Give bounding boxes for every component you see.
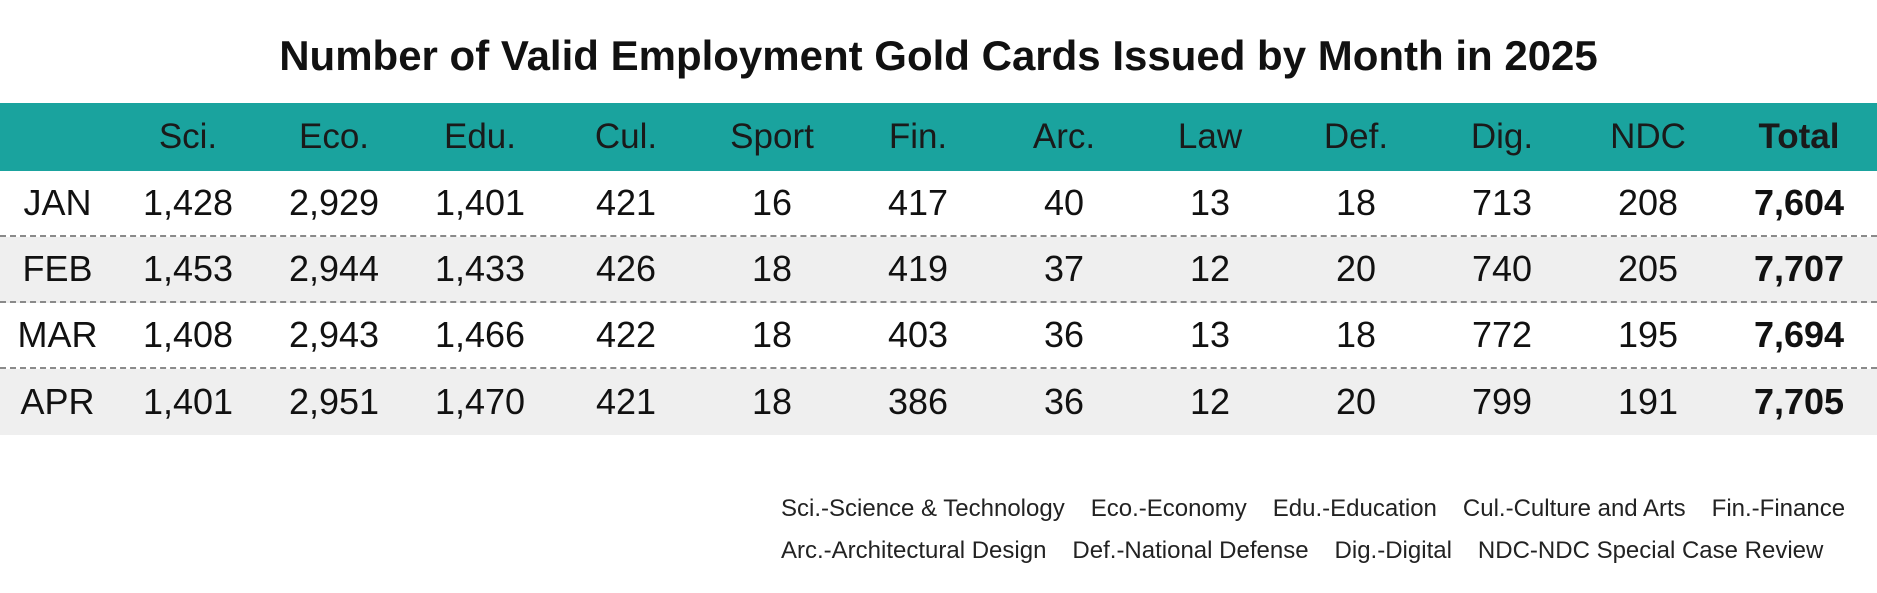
header-cell-cul: Cul. [594, 117, 658, 156]
data-cell: 37 [1043, 248, 1085, 289]
legend-line: Sci.-Science & Technology Eco.-Economy E… [781, 488, 1845, 530]
month-cell: MAR [17, 314, 98, 355]
header-cell-dig: Dig. [1470, 117, 1534, 156]
data-cell: 772 [1471, 314, 1533, 355]
table-header-row: Sci. Eco. Edu. Cul. Sport Fin. Arc. Law … [0, 103, 1877, 171]
data-cell: 16 [751, 182, 793, 223]
month-cell: FEB [22, 248, 93, 289]
data-cell: 18 [751, 248, 793, 289]
data-cell: 403 [887, 314, 949, 355]
data-cell: 713 [1471, 182, 1533, 223]
data-cell: 740 [1471, 248, 1533, 289]
total-cell: 7,604 [1753, 182, 1845, 223]
total-cell: 7,707 [1753, 248, 1845, 289]
data-cell: 426 [595, 248, 657, 289]
data-cell: 18 [1335, 314, 1377, 355]
legend-item: Dig.-Digital [1334, 537, 1452, 564]
table-row: FEB 1,453 2,944 1,433 426 18 419 37 12 2… [0, 237, 1877, 303]
data-cell: 191 [1617, 381, 1679, 422]
data-cell: 208 [1617, 182, 1679, 223]
data-cell: 1,470 [434, 381, 526, 422]
data-cell: 421 [595, 381, 657, 422]
chart-title: Number of Valid Employment Gold Cards Is… [279, 32, 1598, 79]
legend-item: Arc.-Architectural Design [781, 537, 1047, 564]
abbreviation-legend: Sci.-Science & Technology Eco.-Economy E… [781, 488, 1845, 572]
header-cell-total: Total [1758, 117, 1840, 156]
data-cell: 20 [1335, 381, 1377, 422]
data-cell: 12 [1189, 381, 1231, 422]
data-cell: 36 [1043, 381, 1085, 422]
legend-item: Edu.-Education [1272, 495, 1437, 522]
data-cell: 195 [1617, 314, 1679, 355]
data-cell: 12 [1189, 248, 1231, 289]
data-cell: 419 [887, 248, 949, 289]
data-cell: 18 [751, 314, 793, 355]
header-cell-arc: Arc. [1032, 117, 1096, 156]
data-cell: 1,408 [142, 314, 234, 355]
header-cell-sport: Sport [730, 117, 814, 156]
legend-item: Fin.-Finance [1711, 495, 1846, 522]
data-cell: 13 [1189, 182, 1231, 223]
header-cell-law: Law [1177, 117, 1243, 156]
table-row: APR 1,401 2,951 1,470 421 18 386 36 12 2… [0, 369, 1877, 435]
data-cell: 1,401 [434, 182, 526, 223]
total-cell: 7,694 [1753, 314, 1845, 355]
legend-item: Def.-National Defense [1072, 537, 1309, 564]
data-cell: 422 [595, 314, 657, 355]
legend-line: Arc.-Architectural Design Def.-National … [781, 530, 1845, 572]
data-cell: 1,428 [142, 182, 234, 223]
data-cell: 13 [1189, 314, 1231, 355]
data-cell: 2,943 [288, 314, 380, 355]
legend-item: Cul.-Culture and Arts [1462, 495, 1686, 522]
legend-item: NDC-NDC Special Case Review [1477, 537, 1824, 564]
total-cell: 7,705 [1753, 381, 1845, 422]
data-cell: 20 [1335, 248, 1377, 289]
table-row: JAN 1,428 2,929 1,401 421 16 417 40 13 1… [0, 171, 1877, 237]
data-cell: 40 [1043, 182, 1085, 223]
data-cell: 2,944 [288, 248, 380, 289]
data-cell: 2,929 [288, 182, 380, 223]
data-cell: 1,401 [142, 381, 234, 422]
data-cell: 1,453 [142, 248, 234, 289]
data-cell: 2,951 [288, 381, 380, 422]
header-cell-fin: Fin. [888, 117, 948, 156]
header-cell-eco: Eco. [298, 117, 370, 156]
data-cell: 386 [887, 381, 949, 422]
data-cell: 799 [1471, 381, 1533, 422]
header-cell-def: Def. [1323, 117, 1389, 156]
header-cell-edu: Edu. [444, 117, 516, 156]
data-cell: 18 [1335, 182, 1377, 223]
header-cell-sci: Sci. [158, 117, 218, 156]
data-cell: 205 [1617, 248, 1679, 289]
data-cell: 36 [1043, 314, 1085, 355]
data-cell: 18 [751, 381, 793, 422]
table-row: MAR 1,408 2,943 1,466 422 18 403 36 13 1… [0, 303, 1877, 369]
month-cell: JAN [23, 182, 92, 223]
header-cell-ndc: NDC [1610, 117, 1686, 156]
data-cell: 417 [887, 182, 949, 223]
month-cell: APR [20, 381, 95, 422]
gold-card-table: Sci. Eco. Edu. Cul. Sport Fin. Arc. Law … [0, 103, 1877, 435]
legend-item: Eco.-Economy [1090, 495, 1247, 522]
data-cell: 1,466 [434, 314, 526, 355]
data-cell: 1,433 [434, 248, 526, 289]
legend-item: Sci.-Science & Technology [781, 495, 1065, 522]
data-cell: 421 [595, 182, 657, 223]
